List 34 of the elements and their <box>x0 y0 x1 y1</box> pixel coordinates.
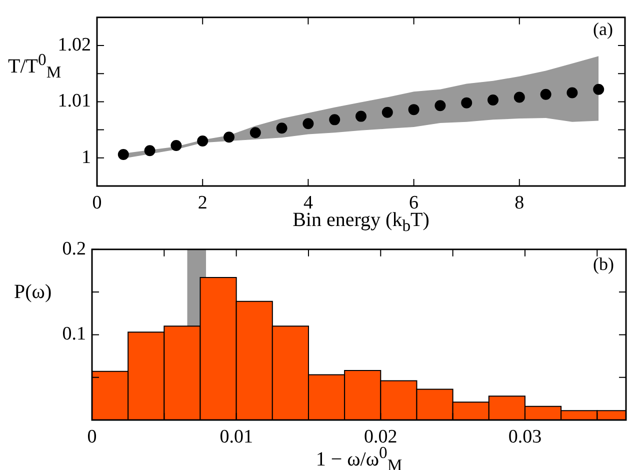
y-tick-label: 1.02 <box>58 34 91 56</box>
point <box>144 145 156 156</box>
point <box>566 87 578 98</box>
point <box>118 149 129 160</box>
point <box>302 118 314 130</box>
y-tick-label: 0.2 <box>62 238 86 260</box>
point <box>461 97 472 108</box>
point <box>540 88 552 100</box>
x-tick-label: 2 <box>198 192 208 214</box>
point <box>382 106 393 118</box>
x-tick-label: 0 <box>92 192 102 214</box>
x-tick-label: 0.01 <box>220 426 253 448</box>
x-tick-label: 8 <box>514 192 524 214</box>
point <box>356 110 366 122</box>
point <box>593 84 604 95</box>
point <box>434 100 446 112</box>
point <box>514 92 525 103</box>
x-tick-label: 0.03 <box>508 426 542 448</box>
annotation: (b) <box>593 254 614 274</box>
y-axis-title: P(ω) <box>14 281 52 303</box>
point <box>408 104 420 116</box>
annotation: (a) <box>593 19 613 39</box>
point <box>329 114 340 126</box>
x-tick-label: 0 <box>87 426 97 448</box>
point <box>276 122 288 134</box>
point <box>488 94 498 106</box>
y-tick-label: 1.01 <box>58 90 91 112</box>
x-tick-label: 0.02 <box>364 426 398 448</box>
point <box>170 140 182 152</box>
point <box>197 136 208 147</box>
point <box>250 127 261 138</box>
y-tick-label: 0.1 <box>62 324 86 345</box>
point <box>224 132 234 143</box>
y-tick-label: 1 <box>82 146 91 168</box>
